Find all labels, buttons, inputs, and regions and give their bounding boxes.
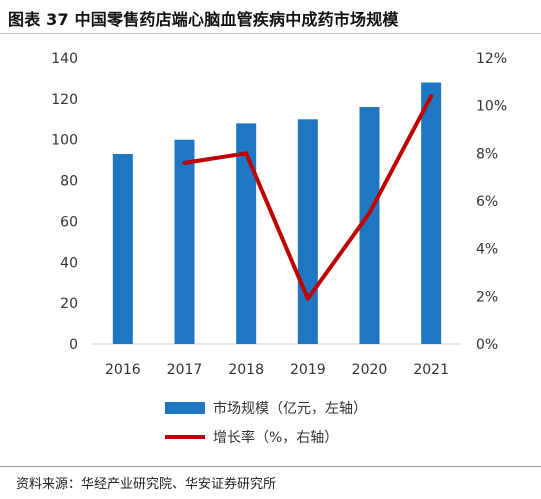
bar-2019 xyxy=(297,119,318,345)
left-tick-label: 80 xyxy=(60,174,78,190)
left-tick-label: 140 xyxy=(51,51,78,67)
growth-point xyxy=(368,211,371,215)
source-divider xyxy=(0,466,541,467)
growth-point xyxy=(244,151,248,155)
right-tick-label: 4% xyxy=(476,242,498,258)
x-axis-ticks: 2016 2017 2018 2019 2020 2021 xyxy=(105,362,449,378)
x-tick-label: 2017 xyxy=(167,362,203,378)
right-tick-label: 6% xyxy=(476,194,498,210)
bars xyxy=(112,82,442,345)
bar-2021 xyxy=(421,82,442,344)
legend-line-label: 增长率（%，右轴） xyxy=(213,429,338,446)
legend-bar-swatch xyxy=(165,402,205,414)
right-tick-label: 10% xyxy=(476,99,507,115)
bar-2016 xyxy=(112,154,133,344)
bar-2018 xyxy=(236,123,257,344)
right-tick-label: 8% xyxy=(476,146,498,162)
right-axis-ticks: 0% 2% 4% 6% 8% 10% 12% xyxy=(476,51,507,353)
x-tick-label: 2018 xyxy=(228,362,264,378)
left-tick-label: 60 xyxy=(60,214,78,230)
growth-line xyxy=(182,94,434,301)
source-note: 资料来源：华经产业研究院、华安证券研究所 xyxy=(16,477,277,492)
left-tick-label: 40 xyxy=(60,255,78,271)
x-tick-label: 2016 xyxy=(105,362,141,378)
right-tick-label: 2% xyxy=(476,289,498,305)
bar-2017 xyxy=(174,139,195,344)
left-tick-label: 120 xyxy=(51,92,78,108)
right-tick-label: 12% xyxy=(476,51,507,67)
legend-bar-label: 市场规模（亿元，左轴） xyxy=(213,400,367,417)
x-tick-label: 2020 xyxy=(352,362,388,378)
left-tick-label: 100 xyxy=(51,133,78,149)
title-divider xyxy=(0,33,541,34)
growth-point xyxy=(183,161,186,165)
right-tick-label: 0% xyxy=(476,337,498,353)
figure-title: 图表 37 中国零售药店端心脑血管疾病中成药市场规模 xyxy=(8,10,399,29)
x-tick-label: 2021 xyxy=(413,362,449,378)
growth-point xyxy=(306,297,310,301)
left-axis-ticks: 0 20 40 60 80 100 120 140 xyxy=(51,51,78,353)
growth-point xyxy=(429,94,433,98)
left-tick-label: 20 xyxy=(60,296,78,312)
x-tick-label: 2019 xyxy=(290,362,326,378)
left-tick-label: 0 xyxy=(69,337,78,353)
legend: 市场规模（亿元，左轴） 增长率（%，右轴） xyxy=(165,400,367,446)
bar-2020 xyxy=(359,107,380,345)
